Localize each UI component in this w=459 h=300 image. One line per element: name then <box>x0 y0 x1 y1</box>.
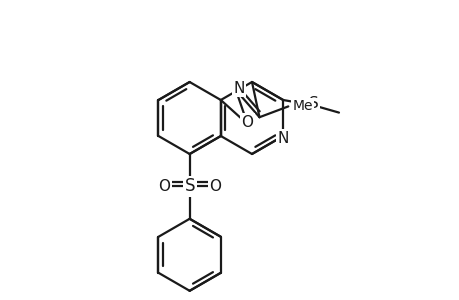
Text: Me: Me <box>291 99 312 113</box>
Text: N: N <box>277 130 288 146</box>
Text: S: S <box>184 177 195 195</box>
Text: O: O <box>158 179 170 194</box>
Text: O: O <box>241 115 253 130</box>
Text: S: S <box>308 96 318 111</box>
Text: N: N <box>233 80 244 95</box>
Text: O: O <box>208 179 221 194</box>
